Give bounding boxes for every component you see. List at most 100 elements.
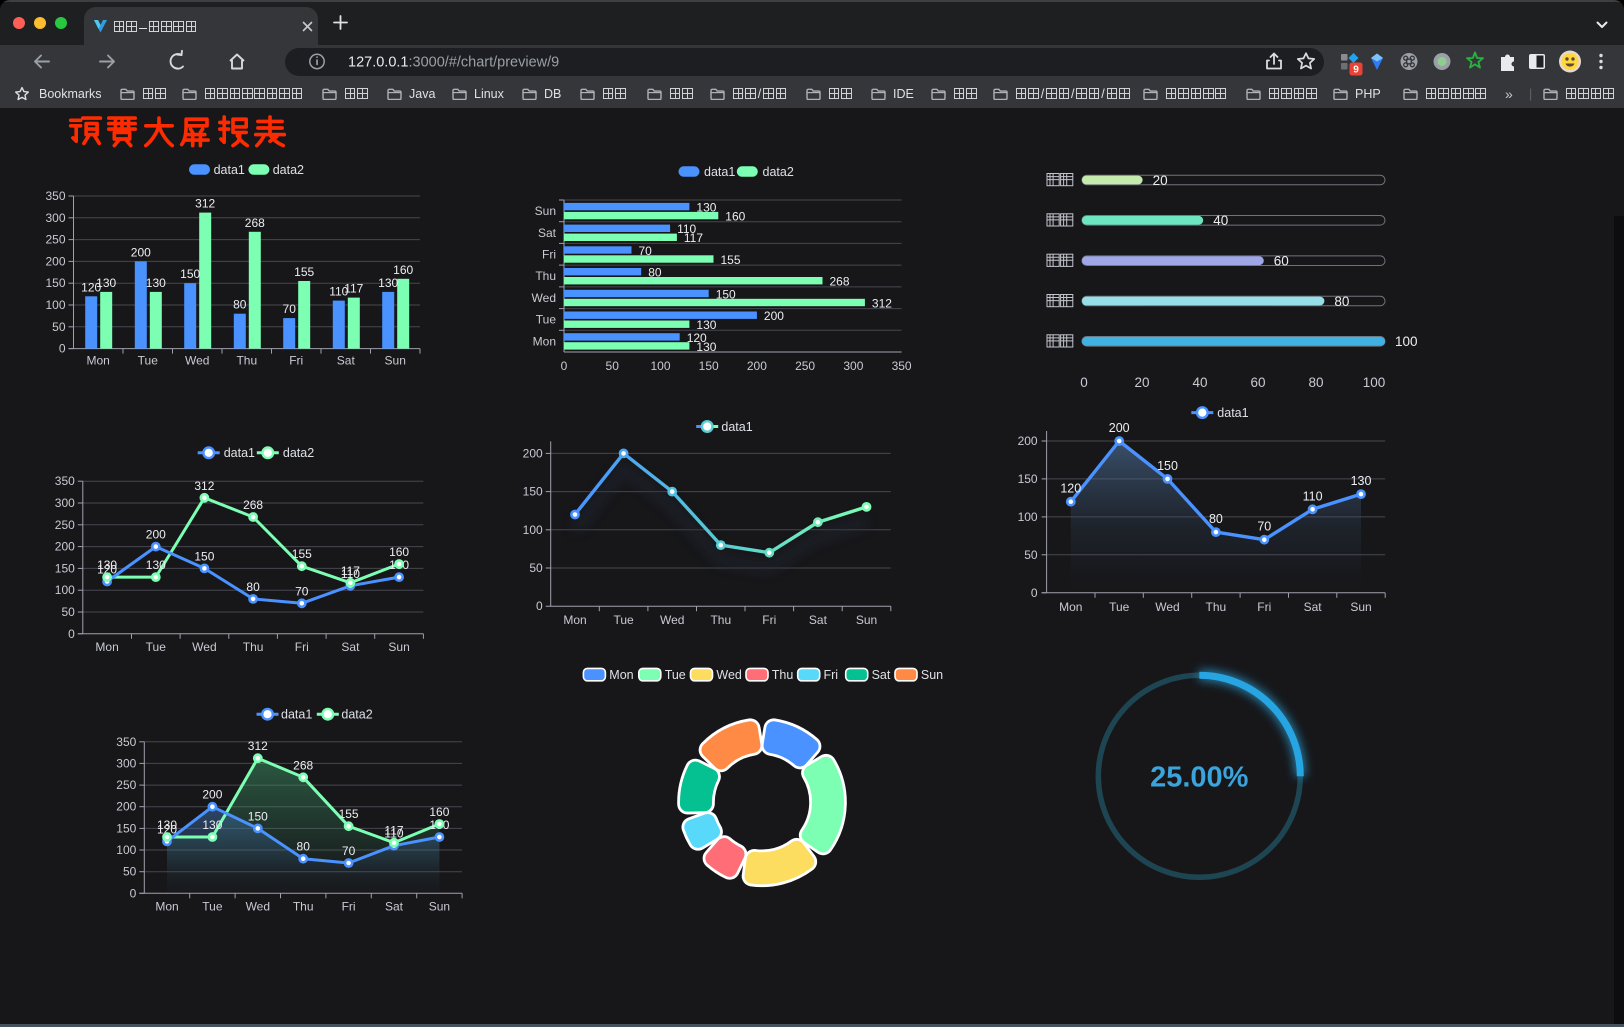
svg-text:Mon: Mon: [95, 640, 118, 654]
svg-text:Sun: Sun: [385, 354, 406, 368]
svg-text:9: 9: [1353, 65, 1359, 76]
svg-text:200: 200: [764, 309, 784, 323]
svg-text:120: 120: [81, 280, 101, 294]
svg-text:Fri: Fri: [762, 613, 776, 627]
svg-text:150: 150: [180, 267, 200, 281]
svg-text:Thu: Thu: [710, 613, 731, 627]
svg-text:Sun: Sun: [388, 640, 409, 654]
svg-text:Sat: Sat: [337, 354, 356, 368]
svg-text:80: 80: [246, 580, 260, 594]
svg-text:data1: data1: [281, 708, 312, 722]
svg-text:60: 60: [1274, 254, 1289, 269]
svg-text:350: 350: [892, 359, 912, 373]
svg-text:0: 0: [561, 359, 568, 373]
svg-text:100: 100: [45, 298, 65, 312]
svg-text:20: 20: [1134, 375, 1149, 390]
svg-text:Thu: Thu: [1206, 600, 1227, 614]
svg-text:200: 200: [523, 446, 543, 460]
svg-text:200: 200: [131, 245, 151, 259]
svg-text:155: 155: [721, 253, 741, 267]
svg-text:350: 350: [55, 474, 75, 488]
svg-text:100: 100: [55, 583, 75, 597]
svg-text:80: 80: [1334, 294, 1349, 309]
svg-text:Wed: Wed: [716, 668, 742, 682]
svg-text:Fri: Fri: [542, 248, 556, 262]
svg-text:268: 268: [245, 216, 265, 230]
svg-text:0: 0: [536, 599, 543, 613]
svg-text:Wed: Wed: [185, 354, 209, 368]
svg-text:data1: data1: [704, 165, 735, 179]
svg-text:Fri: Fri: [1257, 600, 1271, 614]
svg-text:150: 150: [116, 821, 136, 835]
svg-text:268: 268: [243, 498, 263, 512]
svg-text:70: 70: [1257, 520, 1271, 534]
svg-text:Mon: Mon: [533, 334, 556, 348]
svg-text:Wed: Wed: [532, 291, 556, 305]
svg-text:110: 110: [329, 285, 348, 299]
svg-text:312: 312: [248, 739, 268, 753]
svg-text:250: 250: [45, 233, 65, 247]
svg-text:Sat: Sat: [385, 899, 404, 913]
svg-text:130: 130: [202, 818, 222, 832]
svg-text:80: 80: [648, 266, 662, 280]
svg-text:110: 110: [341, 567, 360, 581]
svg-text:Fri: Fri: [824, 668, 839, 682]
svg-text:80: 80: [1209, 512, 1223, 526]
svg-text:130: 130: [696, 340, 716, 354]
svg-text:50: 50: [606, 359, 620, 373]
svg-text:70: 70: [283, 302, 297, 316]
svg-text:110: 110: [1303, 489, 1323, 503]
svg-text:120: 120: [157, 822, 177, 836]
svg-text:250: 250: [795, 359, 815, 373]
svg-text:155: 155: [339, 807, 359, 821]
svg-text:130: 130: [146, 276, 166, 290]
svg-text:200: 200: [202, 788, 222, 802]
svg-text:Fri: Fri: [342, 899, 356, 913]
svg-text:200: 200: [45, 254, 65, 268]
svg-text:Wed: Wed: [1155, 600, 1179, 614]
svg-text:Mon: Mon: [563, 613, 586, 627]
svg-text:Wed: Wed: [660, 613, 684, 627]
svg-text:data2: data2: [283, 446, 314, 460]
svg-text:Thu: Thu: [243, 640, 264, 654]
svg-text:data1: data1: [224, 446, 255, 460]
svg-text:Tue: Tue: [146, 640, 167, 654]
svg-text:Mon: Mon: [1059, 600, 1082, 614]
svg-text:150: 150: [1018, 472, 1038, 486]
svg-text:25.00%: 25.00%: [1150, 761, 1249, 793]
svg-text:130: 130: [696, 201, 716, 215]
svg-text:117: 117: [341, 564, 360, 578]
svg-text:312: 312: [194, 479, 214, 493]
svg-text:350: 350: [116, 735, 136, 749]
svg-text:Tue: Tue: [536, 313, 557, 327]
svg-text:155: 155: [294, 265, 314, 279]
svg-text:100: 100: [116, 843, 136, 857]
svg-text:50: 50: [123, 865, 137, 879]
svg-text:Thu: Thu: [535, 269, 556, 283]
svg-text:117: 117: [344, 282, 363, 296]
svg-text:300: 300: [55, 496, 75, 510]
svg-text:80: 80: [233, 298, 247, 312]
svg-text:117: 117: [384, 824, 403, 838]
svg-text:Sat: Sat: [872, 668, 891, 682]
svg-text:Sat: Sat: [1304, 600, 1323, 614]
svg-text:Tue: Tue: [1109, 600, 1130, 614]
svg-text:Sun: Sun: [856, 613, 877, 627]
svg-text:200: 200: [55, 540, 75, 554]
svg-text:200: 200: [1018, 434, 1038, 448]
svg-text:160: 160: [725, 210, 745, 224]
svg-text:100: 100: [650, 359, 670, 373]
svg-text:120: 120: [97, 563, 117, 577]
svg-text:data2: data2: [763, 165, 794, 179]
svg-text:Thu: Thu: [236, 354, 257, 368]
svg-text:Mon: Mon: [609, 668, 633, 682]
svg-text:50: 50: [61, 605, 75, 619]
svg-text:268: 268: [293, 758, 313, 772]
svg-text:200: 200: [146, 528, 166, 542]
svg-text:300: 300: [45, 211, 65, 225]
svg-text:200: 200: [1109, 421, 1130, 435]
svg-text:268: 268: [830, 275, 850, 289]
svg-text:130: 130: [378, 276, 398, 290]
svg-text:160: 160: [389, 545, 409, 559]
svg-text:100: 100: [523, 523, 543, 537]
